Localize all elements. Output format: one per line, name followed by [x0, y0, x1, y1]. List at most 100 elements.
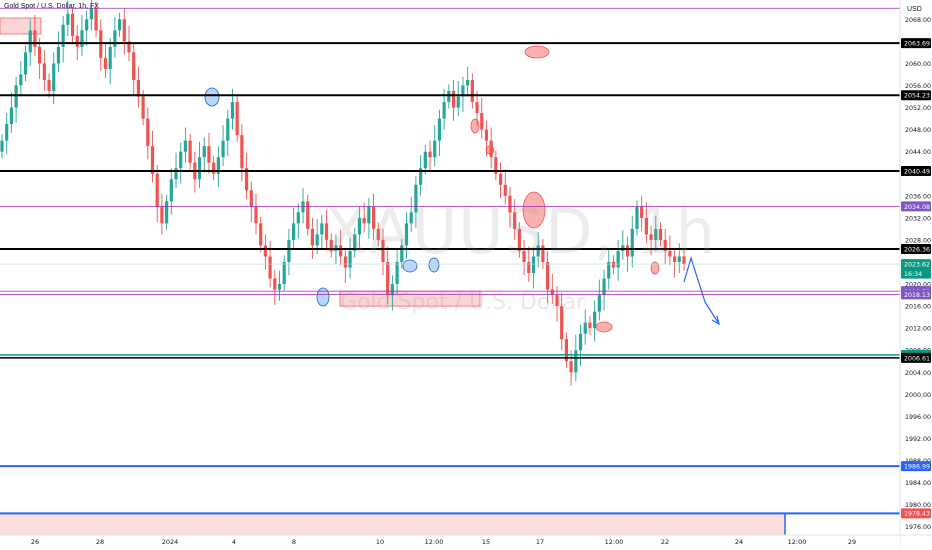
y-tick-label: 2016.00: [905, 304, 931, 311]
candle-body: [108, 46, 112, 69]
price-label-text: 2006.61: [904, 355, 930, 362]
candle-body: [682, 256, 686, 265]
price-label-text: 2023.62: [904, 261, 930, 268]
annotation-ellipse: [204, 87, 220, 107]
candle-body: [508, 195, 512, 213]
candle-body: [277, 284, 282, 290]
x-tick-label: 12:00: [425, 538, 444, 546]
candle-body: [447, 91, 451, 103]
candle-body: [367, 206, 371, 224]
candle-body: [146, 118, 150, 147]
candle-body: [400, 245, 404, 262]
annotation-ellipse: [402, 259, 418, 273]
candle-body: [89, 8, 93, 20]
candle-body: [117, 19, 122, 31]
annotation-layer: [0, 17, 786, 535]
projection-arrow-head: [711, 315, 720, 326]
candle-body: [226, 118, 230, 141]
price-label-text: 2026.36: [904, 246, 930, 253]
candle-body: [616, 250, 620, 268]
candle-body: [348, 250, 352, 268]
x-tick-label: 10: [376, 538, 384, 546]
highlight-rect-bottom: [0, 513, 785, 535]
time-axis[interactable]: 26 28 2024 4 8 10 12:00 15 17 12:00 22 24 12:00 29: [0, 534, 932, 550]
candle-body: [197, 157, 202, 180]
candle-body: [466, 79, 470, 86]
candle-body: [42, 63, 46, 80]
candle-body: [395, 261, 399, 285]
candle-body: [52, 63, 56, 92]
candle-body: [353, 234, 357, 251]
candle-body: [80, 30, 84, 47]
watermark-description: Gold Spot / U.S. Dollar: [340, 290, 586, 315]
highlight-rect-top: [0, 17, 42, 35]
price-label-tag: 2034.08: [901, 201, 931, 212]
horizontal-lines-layer[interactable]: [0, 7, 900, 515]
y-tick-label: 1980.00: [905, 502, 931, 509]
y-tick-label: 1984.00: [905, 480, 931, 487]
candle-body: [597, 295, 601, 312]
candle-body: [480, 113, 484, 130]
candle-body: [268, 256, 272, 279]
y-tick-label: 2020.00: [905, 282, 931, 289]
price-label-tag: 2018.13: [901, 289, 931, 300]
price-label-text: 2034.08: [904, 204, 930, 211]
candle-body: [122, 19, 126, 42]
candle-body: [259, 223, 263, 246]
candle-body: [625, 245, 630, 257]
candle-body: [315, 234, 319, 246]
y-tick-label: 2012.00: [905, 326, 931, 333]
candle-body: [357, 217, 362, 235]
candle-body: [578, 333, 583, 351]
candle-body: [61, 24, 65, 47]
y-tick-label: 2036.00: [905, 193, 931, 200]
candle-body: [437, 118, 442, 141]
candle-body: [541, 245, 545, 262]
candle-body: [329, 239, 333, 251]
candle-body: [216, 157, 220, 174]
candle-body: [70, 13, 75, 36]
candle-body: [249, 190, 253, 207]
candle-body: [273, 278, 277, 290]
price-label-text: 2054.23: [904, 93, 930, 100]
candle-body: [306, 201, 310, 229]
price-label-tag: 16:34: [901, 268, 931, 279]
currency-label[interactable]: USD: [907, 6, 922, 13]
candle-body: [240, 135, 244, 169]
y-tick-label: 2044.00: [905, 149, 931, 156]
candle-body: [160, 206, 164, 224]
candle-body: [555, 295, 559, 307]
candle-body: [451, 91, 456, 108]
candle-body: [66, 13, 70, 25]
candle-body: [461, 85, 465, 97]
candle-body: [263, 245, 267, 257]
candle-body: [630, 228, 634, 257]
candle-body: [85, 19, 89, 31]
candle-body: [574, 350, 578, 373]
candle-body: [165, 201, 169, 224]
candle-body: [296, 212, 300, 224]
candle-body: [550, 289, 554, 296]
price-label-tag: 2023.62: [901, 259, 931, 270]
x-tick-label: 17: [536, 538, 544, 546]
candle-body: [320, 223, 324, 235]
candle-body: [235, 102, 239, 136]
candle-body: [339, 245, 343, 257]
candle-body: [207, 146, 211, 163]
annotation-ellipse: [650, 261, 660, 275]
candle-body: [456, 96, 460, 108]
time-axis-bg[interactable]: [0, 535, 900, 550]
candle-body: [564, 339, 569, 362]
candle-body: [179, 151, 183, 169]
candle-body: [324, 223, 329, 240]
candle-body: [663, 239, 667, 251]
candle-body: [75, 35, 79, 47]
price-label-tag: 1978.43: [901, 508, 931, 519]
candle-body: [202, 146, 206, 158]
annotation-ellipse: [316, 287, 330, 307]
candle-body: [169, 179, 173, 202]
candle-body: [136, 79, 140, 97]
candle-body: [310, 228, 315, 246]
candle-body: [254, 206, 258, 224]
